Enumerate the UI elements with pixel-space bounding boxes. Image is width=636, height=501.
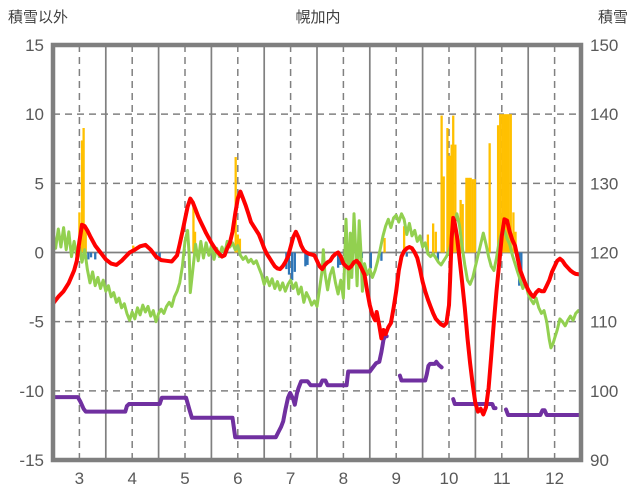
blue-bars-bar	[520, 252, 523, 278]
orange-bars-bar	[509, 114, 512, 253]
orange-bars-bar	[503, 114, 506, 253]
orange-bars-bar	[448, 155, 451, 253]
orange-bars-bar	[80, 140, 84, 253]
orange-bars-bar	[82, 128, 85, 253]
y-left-tick-label: -10	[19, 382, 44, 401]
blue-bars-bar	[293, 252, 296, 272]
y-right-tick-label: 140	[590, 105, 618, 124]
x-tick-label: 12	[545, 469, 564, 488]
purple-step-line	[397, 359, 444, 383]
y-right-tick-label: 100	[590, 382, 618, 401]
orange-bars-bar	[507, 114, 510, 253]
orange-bars-bar	[467, 177, 470, 253]
orange-bars-bar	[505, 114, 508, 253]
x-tick-label: 6	[233, 469, 242, 488]
orange-bars-bar	[84, 227, 87, 253]
x-tick-label: 11	[493, 469, 511, 488]
y-right-tick-label: 130	[590, 174, 618, 193]
blue-bars-bar	[405, 252, 408, 257]
orange-bars-bar	[499, 114, 502, 253]
y-left-tick-label: -15	[19, 451, 44, 470]
blue-bars-bar	[94, 252, 97, 260]
orange-bars-bar	[452, 115, 455, 253]
orange-bars-bar	[446, 128, 449, 253]
orange-bars-bar	[465, 177, 468, 253]
orange-bars-bar	[432, 223, 435, 253]
x-tick-label: 5	[180, 469, 189, 488]
orange-bars-bar	[440, 115, 443, 253]
orange-bars-bar	[501, 114, 504, 253]
orange-bars-bar	[236, 234, 239, 253]
y-left-tick-label: 10	[25, 105, 44, 124]
blue-bars-bar	[436, 252, 440, 261]
orange-bars-bar	[454, 144, 457, 253]
x-tick-label: 7	[286, 469, 295, 488]
y-left-tick-label: 5	[35, 174, 44, 193]
right-axis-title: 積雪	[597, 9, 628, 26]
blue-bars-bar	[369, 252, 373, 269]
orange-bars-bar	[496, 125, 500, 253]
orange-bars-bar	[488, 143, 491, 253]
y-left-tick-label: 15	[25, 36, 44, 55]
blue-bars-bar	[287, 252, 291, 275]
left-axis-title: 積雪以外	[8, 9, 69, 26]
orange-bars-bar	[450, 144, 453, 253]
x-tick-label: 8	[339, 469, 348, 488]
plot-border	[50, 42, 584, 463]
blue-bars-bar	[380, 252, 383, 261]
blue-bars-bar	[306, 252, 309, 265]
x-tick-label: 9	[391, 469, 400, 488]
blue-bars-bar	[304, 252, 307, 267]
red-line	[51, 189, 583, 417]
y-right-tick-label: 150	[590, 36, 618, 55]
orange-bars-bar	[402, 226, 406, 253]
orange-bars-bar	[473, 179, 477, 253]
blue-bars-bar	[89, 252, 93, 258]
orange-bars-bar	[512, 212, 515, 253]
x-tick-label: 10	[440, 469, 459, 488]
x-tick-label: 3	[75, 469, 84, 488]
orange-bars-bar	[426, 234, 430, 253]
blue-bars-bar	[336, 252, 340, 268]
orange-bars-bar	[442, 176, 445, 253]
blue-bars-bar	[87, 252, 90, 260]
y-left-tick-label: -5	[29, 313, 44, 332]
y-right-tick-label: 120	[590, 244, 618, 263]
orange-bars-bar	[469, 177, 472, 253]
x-tick-label: 4	[127, 469, 136, 488]
y-right-tick-label: 90	[590, 451, 609, 470]
purple-step-line	[504, 407, 583, 417]
green-line	[51, 212, 583, 350]
orange-bars-bar	[192, 201, 195, 253]
blue-bars-bar	[291, 252, 294, 281]
purple-step-line	[51, 334, 389, 440]
orange-bars-bar	[238, 238, 242, 253]
chart-title: 幌加内	[295, 9, 341, 26]
blue-bars	[87, 252, 523, 286]
orange-bars-bar	[434, 231, 437, 253]
orange-bars-bar	[383, 237, 386, 253]
orange-bars-bar	[461, 204, 464, 253]
orange-bars-bar	[471, 179, 474, 253]
purple-step-line	[451, 397, 498, 411]
orange-bars-bar	[193, 231, 197, 253]
y-left-tick-label: 0	[35, 244, 44, 263]
y-right-tick-label: 110	[590, 313, 617, 332]
